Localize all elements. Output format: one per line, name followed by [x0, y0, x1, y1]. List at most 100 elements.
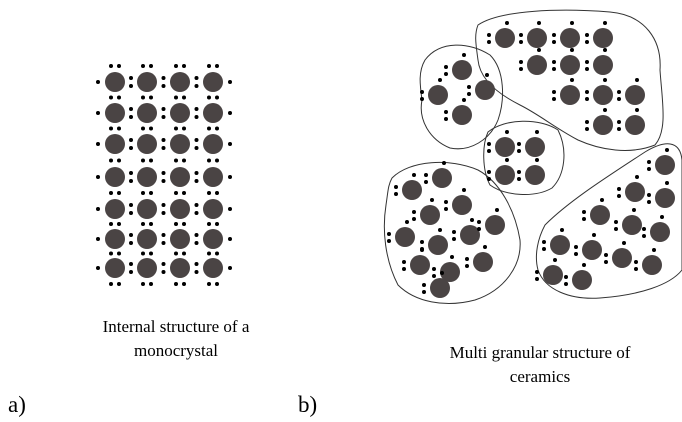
ion — [430, 198, 434, 202]
ion — [117, 95, 121, 100]
ion — [505, 158, 509, 162]
panel-letter: a) — [8, 392, 26, 417]
ion — [412, 173, 416, 177]
ion — [194, 211, 199, 215]
atom — [105, 167, 125, 187]
ion — [487, 33, 491, 37]
ion — [424, 180, 428, 184]
ion — [535, 130, 539, 134]
ion — [552, 60, 556, 64]
atom — [395, 227, 415, 247]
atom — [170, 199, 190, 219]
ion — [215, 191, 219, 195]
atom — [642, 255, 662, 275]
ion — [161, 115, 166, 119]
ion — [552, 90, 556, 94]
atom — [105, 258, 125, 278]
atom — [452, 195, 472, 215]
atom — [203, 134, 223, 154]
ion — [161, 233, 166, 237]
atom — [105, 199, 125, 219]
ion — [452, 230, 456, 234]
caption: Internal structure of a — [103, 317, 250, 336]
ion — [424, 173, 428, 177]
atom — [622, 215, 642, 235]
ion — [617, 127, 621, 131]
ion — [109, 95, 113, 100]
ion — [174, 191, 178, 195]
ion — [465, 257, 469, 261]
ceramic-grains — [383, 9, 682, 305]
ion — [149, 126, 153, 131]
atom — [527, 28, 547, 48]
ion — [207, 191, 211, 195]
ion — [432, 267, 436, 271]
atom — [137, 199, 157, 219]
ion — [582, 210, 586, 214]
ion — [487, 40, 491, 44]
atom — [625, 115, 645, 135]
atom — [452, 105, 472, 125]
atom — [105, 229, 125, 249]
ion — [117, 251, 121, 256]
ion — [149, 95, 153, 100]
atom — [105, 103, 125, 123]
ion — [109, 191, 113, 195]
ion — [194, 76, 199, 80]
atom — [593, 28, 613, 48]
ion — [215, 95, 219, 100]
atom — [452, 60, 472, 80]
atom — [410, 255, 430, 275]
atom — [655, 188, 675, 208]
caption: monocrystal — [134, 341, 218, 360]
ion — [149, 251, 153, 256]
ion — [194, 138, 199, 142]
ion — [585, 127, 589, 131]
ion — [585, 97, 589, 101]
ion — [129, 262, 133, 266]
ion — [194, 84, 199, 88]
ion — [570, 48, 574, 52]
ion — [109, 251, 113, 256]
atom — [593, 115, 613, 135]
ion — [194, 203, 199, 207]
ion — [467, 85, 471, 89]
ion — [495, 208, 499, 212]
ion — [174, 158, 178, 163]
ion — [109, 64, 113, 68]
atom — [485, 215, 505, 235]
ion — [552, 97, 556, 101]
ion — [542, 240, 546, 244]
atom — [137, 134, 157, 154]
ion — [519, 33, 523, 37]
atom — [432, 168, 452, 188]
ion — [465, 264, 469, 268]
ion — [553, 258, 557, 262]
ion — [647, 167, 651, 171]
ion — [207, 282, 211, 286]
ion — [182, 222, 186, 226]
ion — [585, 120, 589, 124]
ion — [194, 171, 199, 175]
ion — [96, 80, 100, 84]
atom — [402, 180, 422, 200]
ion — [194, 270, 199, 274]
ion — [228, 111, 232, 115]
ion — [96, 237, 100, 241]
atom — [420, 205, 440, 225]
atom — [170, 134, 190, 154]
ion — [402, 260, 406, 264]
ion — [422, 290, 426, 294]
ion — [109, 126, 113, 131]
ion — [394, 185, 398, 189]
ion — [228, 175, 232, 179]
ion — [129, 84, 133, 88]
ion — [182, 126, 186, 131]
ion — [174, 95, 178, 100]
ion — [422, 283, 426, 287]
ion — [477, 227, 481, 231]
ion — [632, 208, 636, 212]
ion — [207, 222, 211, 226]
ion — [467, 92, 471, 96]
ion — [444, 117, 448, 121]
